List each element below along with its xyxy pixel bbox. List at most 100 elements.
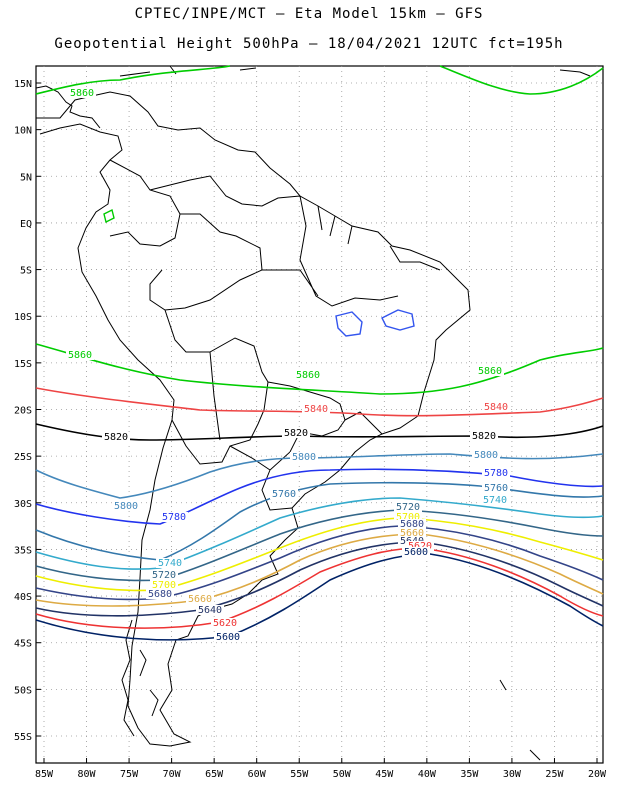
contour-label-5860: 5860 [68, 350, 92, 361]
contour-label-bg [160, 512, 188, 522]
lon-tick-label: 65W [205, 769, 224, 780]
lat-tick-label: 15S [14, 359, 32, 370]
lat-tick-label: EQ [20, 219, 32, 230]
contour-label-5760: 5760 [272, 489, 296, 500]
contour-label-5760: 5760 [484, 483, 508, 494]
contour-label-bg [290, 452, 318, 462]
contour-5780 [35, 468, 604, 525]
contour-label-bg [112, 501, 140, 511]
contour-label-5820: 5820 [104, 432, 128, 443]
lon-tick-label: 35W [460, 769, 479, 780]
lon-tick-label: 40W [418, 769, 437, 780]
lon-tick-label: 25W [545, 769, 564, 780]
caribbean-islands [119, 65, 591, 761]
lon-tick-label: 50W [333, 769, 352, 780]
contour-5660 [35, 533, 604, 607]
contour-label-5740: 5740 [158, 558, 182, 569]
contour-label-5600: 5600 [216, 632, 240, 643]
contour-label-5720: 5720 [152, 570, 176, 581]
contour-label-bg [211, 618, 239, 628]
contour-label-5680: 5680 [400, 519, 424, 530]
south-america-coast [36, 91, 471, 747]
contour-label-5860: 5860 [478, 366, 502, 377]
closed-contour-east [381, 309, 415, 331]
contour-label-bg [270, 489, 298, 499]
contour-label-5620: 5620 [408, 541, 432, 552]
lat-tick-label: 10N [14, 126, 32, 137]
contour-label-bg [186, 594, 214, 604]
contour-label-bg [482, 402, 510, 412]
lat-tick-label: 40S [14, 592, 32, 603]
chile-fjords [121, 619, 159, 737]
lon-tick-label: 20W [588, 769, 607, 780]
contour-label-bg [150, 580, 178, 590]
contour-label-5800: 5800 [114, 501, 138, 512]
contour-label-5660: 5660 [400, 528, 424, 539]
contour-label-bg [282, 428, 310, 438]
lat-tick-label: 45S [14, 639, 32, 650]
lon-tick-label: 55W [290, 769, 309, 780]
contour-label-bg [481, 495, 509, 505]
lat-tick-label: 5N [20, 172, 32, 183]
contour-5740 [35, 497, 604, 570]
lon-tick-label: 85W [35, 769, 54, 780]
contour-label-5660: 5660 [188, 594, 212, 605]
country-borders [109, 159, 441, 511]
contour-label-bg [482, 468, 510, 478]
map-subtitle: Geopotential Height 500hPa – 18/04/2021 … [54, 36, 564, 52]
contour-label-5820: 5820 [472, 431, 496, 442]
contour-label-bg [394, 502, 422, 512]
lon-tick-label: 70W [163, 769, 182, 780]
contour-label-5600: 5600 [404, 547, 428, 558]
lat-tick-label: 20S [14, 406, 32, 417]
contour-label-5860: 5860 [70, 88, 94, 99]
map-title: CPTEC/INPE/MCT – Eta Model 15km – GFS [134, 6, 484, 22]
contour-label-bg [476, 366, 504, 376]
contour-label-bg [394, 512, 422, 522]
contour-label-bg [402, 547, 430, 557]
closed-contours [335, 309, 415, 337]
contour-label-5720: 5720 [396, 502, 420, 513]
contour-label-bg [156, 558, 184, 568]
contour-label-bg [214, 632, 242, 642]
contour-label-bg [472, 450, 500, 460]
contour-label-5840: 5840 [484, 402, 508, 413]
contour-5700 [35, 517, 604, 592]
contour-label-bg [470, 431, 498, 441]
contour-label-bg [150, 570, 178, 580]
lat-tick-label: 10S [14, 312, 32, 323]
contour-label-5700: 5700 [152, 580, 176, 591]
contour-5720 [35, 509, 604, 582]
contour-label-5740: 5740 [483, 495, 507, 506]
lat-tick-label: 25S [14, 452, 32, 463]
green-blob [103, 208, 115, 224]
contour-label-bg [398, 528, 426, 538]
contour-label-bg [482, 483, 510, 493]
contour-label-bg [102, 432, 130, 442]
contour-5640 [35, 541, 604, 617]
lat-tick-label: 15N [14, 79, 32, 90]
lon-tick-label: 60W [248, 769, 267, 780]
lat-tick-label: 35S [14, 545, 32, 556]
central-america [35, 85, 101, 129]
contour-label-bg [196, 605, 224, 615]
grid-lines [36, 66, 603, 763]
lon-tick-label: 45W [375, 769, 394, 780]
contour-label-5620: 5620 [213, 618, 237, 629]
contour-label-bg [398, 519, 426, 529]
contour-label-bg [294, 370, 322, 380]
contour-5860 [35, 65, 604, 395]
contour-label-5640: 5640 [198, 605, 222, 616]
contour-label-5800: 5800 [474, 450, 498, 461]
contour-label-bg [66, 350, 94, 360]
contour-label-5780: 5780 [484, 468, 508, 479]
contour-5680 [35, 525, 604, 601]
contour-label-5700: 5700 [396, 512, 420, 523]
map-frame [35, 65, 604, 764]
contour-label-5860: 5860 [296, 370, 320, 381]
contour-label-5820: 5820 [284, 428, 308, 439]
lon-tick-label: 80W [78, 769, 97, 780]
contour-5620 [35, 547, 604, 629]
lat-tick-label: 5S [20, 266, 32, 277]
